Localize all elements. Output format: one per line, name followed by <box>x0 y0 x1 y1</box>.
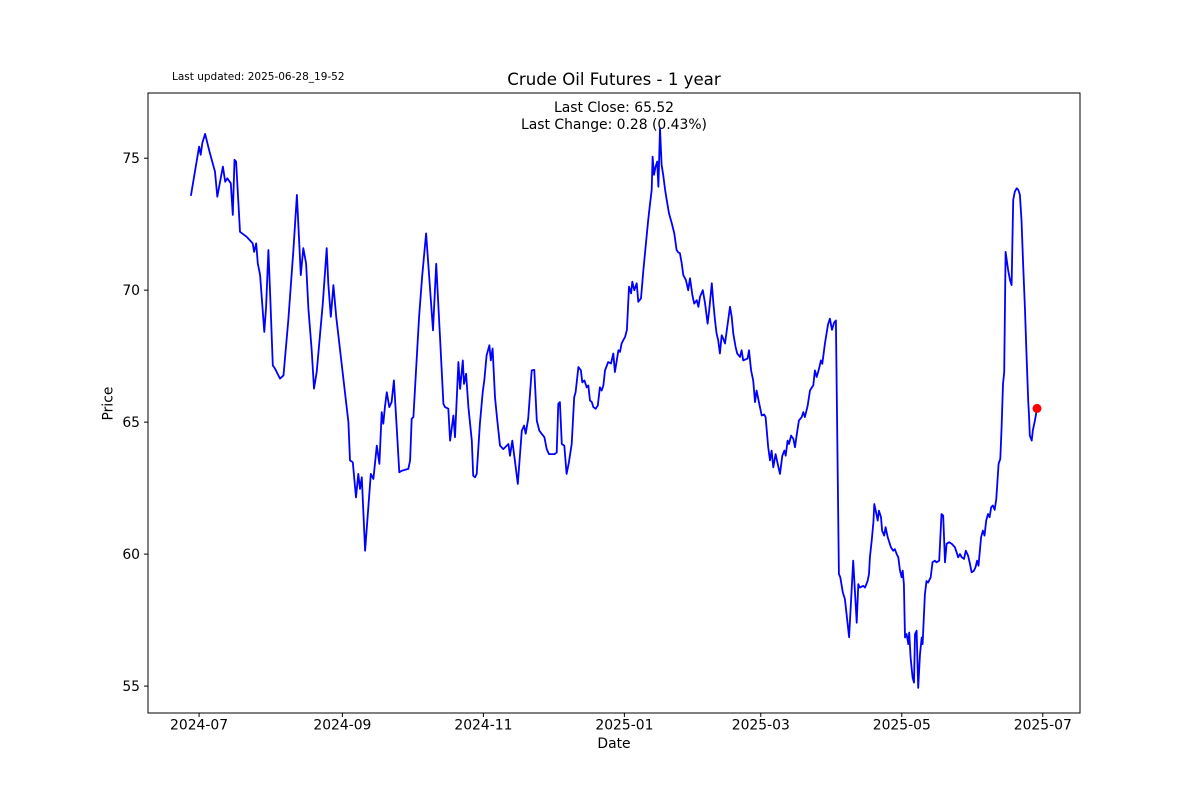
y-tick-label: 60 <box>122 547 140 563</box>
last-price-marker <box>1032 403 1042 413</box>
price-line <box>190 127 1038 689</box>
x-tick-label: 2025-07 <box>1014 718 1072 734</box>
x-axis-ticks: 2024-07 2024-09 2024-11 2025-01 2025-03 2025-… <box>170 713 1072 734</box>
y-axis-ticks: 55 60 65 70 75 <box>122 151 148 695</box>
y-tick-label: 65 <box>122 415 140 431</box>
y-tick-label: 55 <box>122 679 140 695</box>
x-tick-label: 2024-07 <box>170 718 228 734</box>
last-updated-text: Last updated: 2025-06-28_19-52 <box>172 71 345 83</box>
y-tick-label: 75 <box>122 151 140 167</box>
price-series <box>190 127 1042 689</box>
plot-frame <box>147 92 1081 714</box>
chart-title: Crude Oil Futures - 1 year <box>507 70 721 89</box>
x-tick-label: 2025-05 <box>873 718 931 734</box>
last-close-text: Last Close: 65.52 <box>553 100 675 116</box>
x-axis-label: Date <box>597 736 631 752</box>
x-tick-label: 2025-01 <box>595 718 653 734</box>
x-tick-label: 2024-11 <box>454 718 512 734</box>
x-tick-label: 2025-03 <box>732 718 790 734</box>
y-tick-label: 70 <box>122 283 140 299</box>
x-tick-label: 2024-09 <box>313 718 371 734</box>
